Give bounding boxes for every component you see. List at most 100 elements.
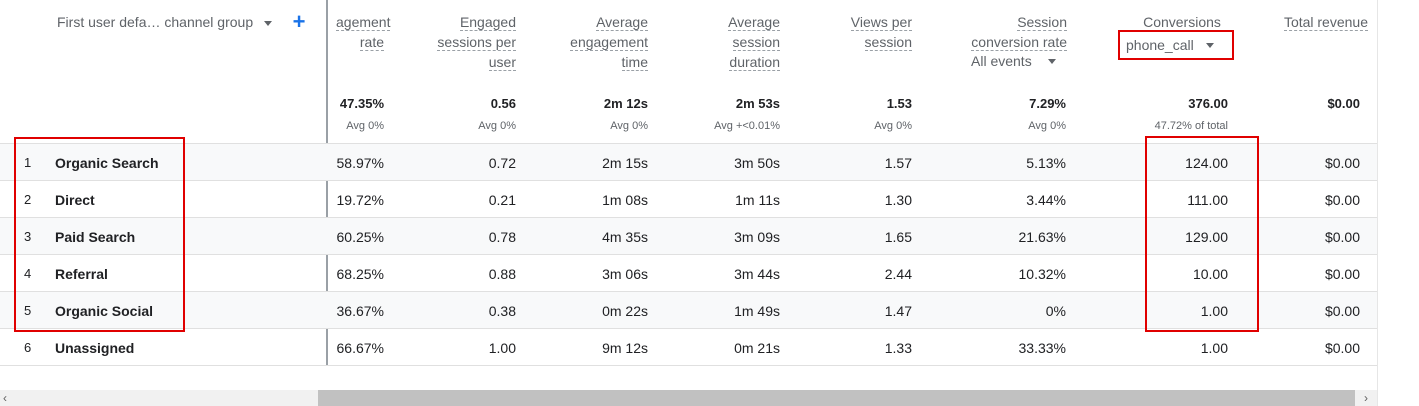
cell-total-revenue: $0.00	[1324, 192, 1360, 208]
session-conversion-event-value: All events	[971, 53, 1032, 69]
cell-average-session-duration: 3m 44s	[734, 266, 780, 282]
total-value: 1.53	[886, 96, 912, 111]
header-engagement-rate[interactable]: agement rate	[336, 12, 391, 52]
frozen-column-divider	[326, 0, 328, 366]
cell-engagement-rate: 58.97%	[336, 155, 384, 171]
cell-conversions: 1.00	[1200, 303, 1228, 319]
channel-name: Referral	[55, 266, 108, 282]
cell-views-per-session: 2.44	[884, 266, 912, 282]
row-number: 2	[24, 192, 32, 207]
channel-name: Organic Search	[55, 155, 159, 171]
header-line: Views per	[850, 14, 912, 31]
header-views-per-session[interactable]: Views per session	[822, 12, 912, 52]
header-line: Average	[596, 14, 648, 31]
header-line: duration	[729, 54, 780, 71]
plus-icon[interactable]: +	[292, 9, 306, 34]
header-engaged-sessions-per-user[interactable]: Engaged sessions per user	[420, 12, 516, 72]
cell-conversions: 111.00	[1187, 192, 1228, 208]
cell-views-per-session: 1.33	[884, 340, 912, 356]
total-value: 0.56	[490, 96, 516, 111]
cell-views-per-session: 1.47	[884, 303, 912, 319]
dimension-selector[interactable]: First user defa… channel group	[57, 14, 253, 30]
cell-engaged-sessions-per-user: 0.21	[488, 192, 516, 208]
cell-conversions: 10.00	[1192, 266, 1228, 282]
header-session-conversion-rate[interactable]: Session conversion rate	[956, 12, 1067, 52]
cell-views-per-session: 1.57	[884, 155, 912, 171]
total-comparison: 47.72% of total	[1154, 120, 1228, 132]
cell-engagement-rate: 19.72%	[336, 192, 384, 208]
channel-name: Organic Social	[55, 303, 154, 319]
cell-session-conversion-rate: 5.13%	[1026, 155, 1066, 171]
total-value: 2m 12s	[603, 96, 648, 111]
total-value: $0.00	[1327, 96, 1360, 111]
header-average-engagement-time[interactable]: Average engagement time	[548, 12, 648, 72]
cell-views-per-session: 1.65	[884, 229, 912, 245]
row-number: 5	[24, 303, 32, 318]
cell-conversions: 129.00	[1185, 229, 1228, 245]
cell-average-engagement-time: 3m 06s	[602, 266, 648, 282]
total-value: 376.00	[1188, 96, 1228, 111]
header-line: agement	[336, 14, 391, 31]
cell-average-engagement-time: 9m 12s	[602, 340, 648, 356]
row-number: 4	[24, 266, 32, 281]
total-comparison: Avg 0%	[874, 120, 912, 132]
scroll-right-icon[interactable]: ›	[1364, 391, 1368, 405]
total-comparison: Avg 0%	[346, 120, 384, 132]
header-line: Total revenue	[1283, 14, 1368, 31]
session-conversion-event-select[interactable]: All events	[971, 53, 1056, 69]
cell-total-revenue: $0.00	[1324, 340, 1360, 356]
table-row[interactable]: 1 Organic Search 58.97% 0.72 2m 15s 3m 5…	[0, 143, 1377, 180]
channel-name: Paid Search	[55, 229, 136, 245]
cell-session-conversion-rate: 33.33%	[1018, 340, 1066, 356]
cell-average-session-duration: 1m 49s	[734, 303, 780, 319]
cell-average-session-duration: 3m 50s	[734, 155, 780, 171]
channel-name: Direct	[55, 192, 95, 208]
header-average-session-duration[interactable]: Average session duration	[690, 12, 780, 72]
cell-session-conversion-rate: 3.44%	[1026, 192, 1066, 208]
row-number: 1	[24, 155, 32, 170]
cell-engagement-rate: 60.25%	[336, 229, 384, 245]
row-number: 6	[24, 340, 32, 355]
scroll-left-icon[interactable]: ‹	[3, 391, 7, 405]
cell-average-session-duration: 0m 21s	[734, 340, 780, 356]
header-conversions[interactable]: Conversions	[1118, 12, 1246, 32]
cell-average-engagement-time: 0m 22s	[602, 303, 648, 319]
conversion-event-select[interactable]: phone_call	[1118, 30, 1234, 60]
total-value: 7.29%	[1029, 96, 1066, 111]
horizontal-scrollbar-thumb[interactable]	[318, 390, 1355, 406]
cell-conversions: 124.00	[1185, 155, 1228, 171]
cell-engagement-rate: 68.25%	[336, 266, 384, 282]
total-comparison: Avg +<0.01%	[714, 120, 780, 132]
cell-average-session-duration: 1m 11s	[735, 192, 780, 208]
header-line: session	[864, 34, 912, 51]
header-line: Engaged	[459, 14, 516, 31]
table-row[interactable]: 5 Organic Social 36.67% 0.38 0m 22s 1m 4…	[0, 291, 1377, 328]
total-comparison: Avg 0%	[610, 120, 648, 132]
table-row[interactable]: 6 Unassigned 66.67% 1.00 9m 12s 0m 21s 1…	[0, 328, 1377, 365]
cell-average-engagement-time: 4m 35s	[602, 229, 648, 245]
cell-total-revenue: $0.00	[1324, 303, 1360, 319]
header-total-revenue[interactable]: Total revenue	[1270, 12, 1368, 32]
caret-down-icon	[1206, 43, 1214, 48]
total-comparison: Avg 0%	[1028, 120, 1066, 132]
cell-engaged-sessions-per-user: 1.00	[488, 340, 516, 356]
table-row[interactable]: 2 Direct 19.72% 0.21 1m 08s 1m 11s 1.30 …	[0, 180, 1377, 217]
table-row[interactable]: 4 Referral 68.25% 0.88 3m 06s 3m 44s 2.4…	[0, 254, 1377, 291]
caret-down-icon[interactable]	[264, 21, 272, 26]
highlight-box-channels	[14, 137, 185, 332]
row-number: 3	[24, 229, 32, 244]
dimension-header-label: First user defa… channel group	[57, 14, 254, 30]
header-line: engagement	[570, 34, 648, 51]
cell-average-engagement-time: 1m 08s	[602, 192, 648, 208]
cell-total-revenue: $0.00	[1324, 229, 1360, 245]
channel-name: Unassigned	[55, 340, 135, 356]
cell-engagement-rate: 66.67%	[336, 340, 384, 356]
cell-session-conversion-rate: 10.32%	[1018, 266, 1066, 282]
table-row[interactable]: 3 Paid Search 60.25% 0.78 4m 35s 3m 09s …	[0, 217, 1377, 254]
header-line: Conversions	[1143, 14, 1221, 31]
cell-engaged-sessions-per-user: 0.88	[488, 266, 516, 282]
cell-total-revenue: $0.00	[1324, 266, 1360, 282]
cell-session-conversion-rate: 0%	[1045, 303, 1066, 319]
total-value: 2m 53s	[735, 96, 780, 111]
